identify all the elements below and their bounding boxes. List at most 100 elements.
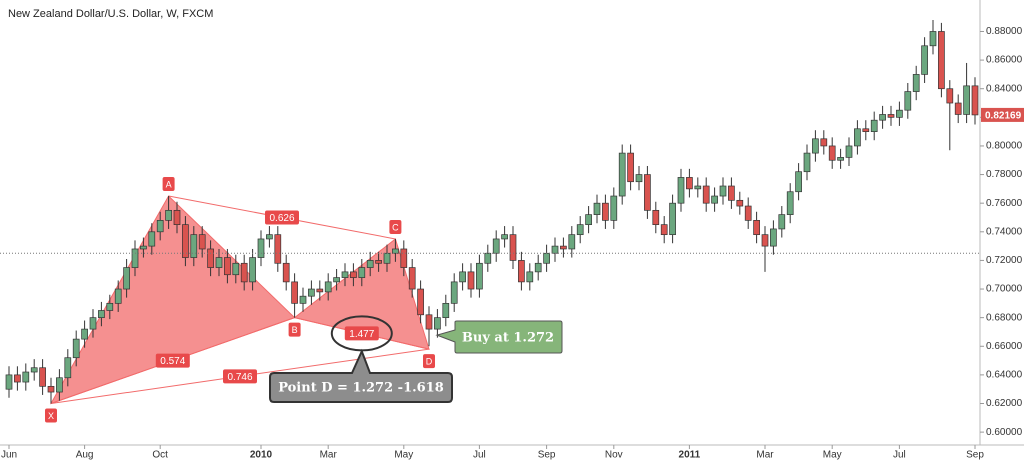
- y-tick-label: 0.86000: [986, 55, 1023, 66]
- candle-body: [551, 245, 559, 254]
- candle-body: [946, 88, 954, 104]
- candle-body: [266, 234, 273, 240]
- candle-body: [274, 234, 282, 264]
- candle-body: [215, 257, 223, 268]
- point-label: B: [292, 325, 298, 335]
- candle-body: [257, 238, 265, 258]
- candle-body: [820, 138, 828, 147]
- x-tick-label: Mar: [756, 450, 774, 461]
- candle-body: [366, 260, 374, 268]
- ratio-box: [265, 210, 299, 225]
- x-tick-label: Nov: [605, 450, 623, 461]
- candle-body: [131, 248, 139, 268]
- candle-body: [22, 371, 30, 383]
- y-tick-label: 0.68000: [986, 312, 1023, 323]
- candle-body: [249, 257, 256, 283]
- candle-body: [560, 245, 567, 250]
- candle-body: [862, 128, 870, 132]
- candle-body: [912, 74, 920, 92]
- candle-body: [837, 157, 844, 161]
- y-tick-label: 0.70000: [986, 284, 1023, 295]
- y-tick-label: 0.88000: [986, 26, 1023, 37]
- candle-body: [173, 209, 181, 225]
- pointd-callout-text: Point D = 1.272 -1.618: [278, 381, 444, 396]
- point-label: C: [392, 222, 399, 232]
- candle-body: [324, 281, 332, 293]
- candle-body: [660, 224, 668, 236]
- candle-body: [568, 234, 576, 250]
- candle-body: [392, 248, 399, 254]
- candle-body: [602, 202, 609, 221]
- candle-body: [450, 281, 458, 304]
- candle-body: [711, 195, 718, 204]
- point-box: [423, 354, 435, 369]
- candle-body: [383, 252, 391, 264]
- candle-body: [232, 262, 240, 276]
- candle-body: [963, 85, 970, 115]
- candle-body: [761, 234, 769, 247]
- candle-body: [434, 317, 441, 330]
- candle-body: [484, 252, 492, 264]
- x-tick-label: Oct: [152, 450, 168, 461]
- candle-body: [543, 252, 550, 264]
- candle-body: [644, 174, 651, 211]
- candle-body: [702, 185, 710, 204]
- candle-body: [425, 314, 433, 330]
- candle-body: [618, 152, 626, 197]
- candle-body: [165, 209, 172, 221]
- ratio-box: [155, 353, 190, 368]
- candle-body: [5, 374, 13, 390]
- candle-body: [39, 367, 46, 387]
- candle-body: [576, 224, 584, 236]
- chart-title: New Zealand Dollar/U.S. Dollar, W, FXCM: [8, 8, 213, 20]
- point-label: A: [166, 179, 172, 189]
- y-tick-label: 0.78000: [986, 169, 1023, 180]
- candle-body: [417, 288, 424, 316]
- candle-body: [845, 145, 853, 158]
- candle-body: [72, 338, 80, 359]
- candle-body: [333, 277, 340, 283]
- point-box: [288, 322, 301, 337]
- candle-body: [106, 302, 114, 311]
- candle-body: [728, 185, 735, 201]
- point-box: [45, 408, 57, 423]
- candle-body: [677, 177, 685, 204]
- candle-body: [459, 271, 466, 283]
- last-price-box: [981, 107, 1024, 122]
- candle-body: [870, 119, 878, 132]
- candle-body: [627, 152, 634, 183]
- candle-body: [686, 177, 693, 190]
- candle-body: [954, 102, 962, 115]
- candle-body: [358, 267, 366, 278]
- point-label: D: [426, 357, 433, 367]
- x-tick-label: Jul: [893, 450, 906, 461]
- candle-body: [282, 262, 290, 283]
- candle-body: [190, 234, 198, 258]
- candle-body: [442, 302, 450, 319]
- candle-body: [375, 260, 382, 264]
- candle-body: [30, 367, 38, 373]
- candle-body: [921, 45, 928, 75]
- x-tick-label: 2011: [679, 450, 701, 461]
- buy-callout: [435, 320, 563, 354]
- ratio-label: 0.746: [227, 372, 252, 383]
- candle-body: [182, 224, 189, 258]
- pointd-callout: [269, 348, 453, 403]
- candle-body: [669, 202, 676, 236]
- candle-body: [148, 231, 156, 247]
- candle-body: [47, 385, 55, 393]
- y-tick-label: 0.62000: [986, 398, 1023, 409]
- candle-body: [610, 195, 618, 221]
- candle-body: [753, 220, 760, 236]
- y-tick-label: 0.60000: [986, 427, 1023, 438]
- candle-body: [904, 91, 912, 111]
- candle-body: [879, 114, 886, 121]
- candle-body: [240, 262, 248, 283]
- candle-body: [316, 288, 324, 293]
- candle-body: [492, 238, 500, 254]
- candle-body: [635, 174, 643, 183]
- candle-body: [585, 214, 592, 225]
- candle-body: [98, 310, 105, 319]
- candle-body: [308, 288, 315, 297]
- candle-body: [593, 202, 601, 215]
